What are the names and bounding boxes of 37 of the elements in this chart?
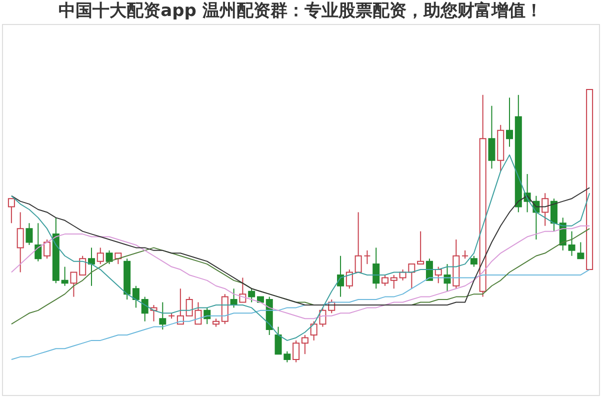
candlestick — [506, 97, 514, 148]
candlestick — [292, 340, 300, 363]
candlestick — [568, 230, 576, 256]
candlestick — [417, 230, 424, 265]
candlestick — [70, 272, 78, 298]
candlestick — [88, 247, 95, 286]
candlestick — [16, 212, 24, 273]
candlestick — [114, 252, 122, 265]
candlestick — [488, 105, 496, 170]
candlestick — [372, 247, 380, 290]
candlestick — [79, 255, 86, 276]
candlestick — [542, 192, 549, 226]
candlestick — [550, 198, 558, 232]
candlestick — [381, 274, 388, 286]
candlestick — [96, 247, 104, 265]
candlestick — [248, 288, 256, 303]
candlestick — [301, 334, 308, 355]
candlestick — [34, 222, 42, 262]
candlestick — [470, 255, 478, 268]
candlestick — [346, 269, 353, 290]
candlestick — [44, 239, 51, 260]
candlestick — [577, 242, 584, 260]
chart-title: 中国十大配资app 温州配资群：专业股票配资，助您财富增值！ — [58, 1, 542, 21]
candlestick — [354, 212, 362, 273]
candlestick — [364, 250, 371, 265]
candlestick — [132, 285, 140, 308]
candlestick — [434, 266, 442, 284]
candlestick — [141, 296, 148, 322]
candlestick — [426, 258, 433, 281]
candlestick — [106, 250, 113, 265]
candlestick — [390, 274, 398, 290]
candlestick — [61, 266, 68, 286]
candlestick — [26, 222, 33, 246]
candlestick — [239, 277, 246, 303]
candlestick — [337, 255, 344, 298]
candlestick — [8, 198, 15, 224]
candlestick — [159, 302, 166, 330]
